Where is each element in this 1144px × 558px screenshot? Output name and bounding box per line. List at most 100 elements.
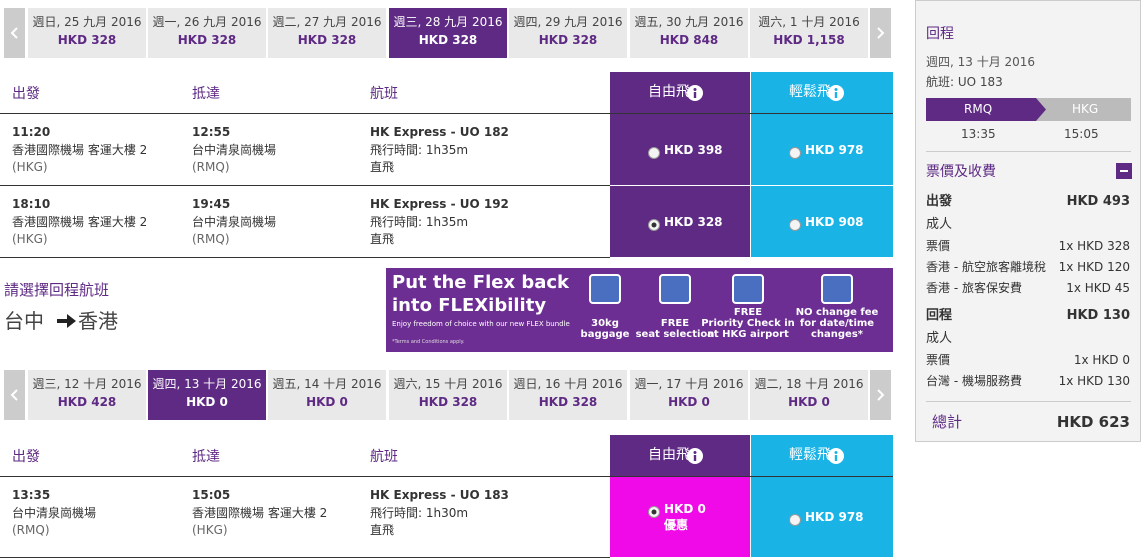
date-price: HKD 328 xyxy=(418,33,478,47)
depart-code: (HKG) xyxy=(12,232,48,246)
date-tab[interactable]: 週六, 15 十月 2016 HKD 328 xyxy=(389,370,507,420)
date-price: HKD 0 xyxy=(306,395,348,409)
route-origin: 台中 xyxy=(4,309,44,333)
flight-number: HK Express - UO 183 xyxy=(370,488,509,502)
flight-duration: 飛行時間: 1h35m xyxy=(370,215,469,229)
nav-arrow[interactable] xyxy=(870,8,891,58)
divider xyxy=(926,401,1131,402)
promo-banner[interactable]: Put the Flex back into FLEXibility Enjoy f… xyxy=(386,268,893,352)
nav-arrow[interactable] xyxy=(4,8,25,58)
route-origin-code: RMQ xyxy=(964,102,993,116)
date-tab[interactable]: 週五, 30 九月 2016 HKD 848 xyxy=(630,8,748,58)
date-tab[interactable]: 週三, 28 九月 2016 HKD 328 xyxy=(389,8,507,58)
total-label: 總計 xyxy=(932,413,963,431)
section-total: HKD 493 xyxy=(1066,194,1130,209)
depart-airport: 香港國際機場 客運大樓 2 xyxy=(12,215,148,229)
date-tab[interactable]: 週五, 14 十月 2016 HKD 0 xyxy=(268,370,386,420)
date-price: HKD 428 xyxy=(57,395,117,409)
chevron xyxy=(877,27,885,39)
banner-terms: *Terms and Conditions apply. xyxy=(392,339,465,345)
date-label: 週六, 1 十月 2016 xyxy=(758,15,860,29)
radio[interactable] xyxy=(648,216,660,231)
fare-cell[interactable]: HKD 908 xyxy=(751,186,893,257)
date-price: HKD 328 xyxy=(538,33,598,47)
fare-cell[interactable]: HKD 398 xyxy=(610,114,750,185)
radio[interactable] xyxy=(648,144,660,159)
date-label: 週五, 30 九月 2016 xyxy=(634,15,744,29)
fee-label: 香港 - 旅客保安費 xyxy=(926,281,1022,295)
column-header: 抵達 xyxy=(192,449,220,465)
route-destination: 香港 xyxy=(78,309,118,333)
fees-title: 票價及收費 xyxy=(926,164,996,180)
radio[interactable] xyxy=(789,144,801,159)
info-glyph xyxy=(687,85,703,101)
column-header: 出發 xyxy=(12,449,40,465)
info-glyph xyxy=(828,85,844,101)
nav-arrow[interactable] xyxy=(4,370,25,420)
date-tab[interactable]: 週三, 12 十月 2016 HKD 428 xyxy=(28,370,146,420)
date-tab[interactable]: 週日, 25 九月 2016 HKD 328 xyxy=(28,8,146,58)
fare-cell[interactable]: HKD 328 xyxy=(610,186,750,257)
radio-icon xyxy=(789,146,801,159)
date-tab[interactable]: 週六, 1 十月 2016 HKD 1,158 xyxy=(750,8,868,58)
column-header: 出發 xyxy=(12,86,40,102)
column-header: 抵達 xyxy=(192,86,220,102)
fare-header: 輕鬆飛 xyxy=(751,72,893,113)
fare-cell[interactable]: HKD 978 xyxy=(751,477,893,557)
date-tab[interactable]: 週二, 18 十月 2016 HKD 0 xyxy=(750,370,868,420)
divider xyxy=(0,113,893,114)
date-label: 週二, 18 十月 2016 xyxy=(754,377,864,391)
date-tab[interactable]: 週一, 17 十月 2016 HKD 0 xyxy=(630,370,748,420)
date-tab[interactable]: 週四, 13 十月 2016 HKD 0 xyxy=(148,370,266,420)
row-divider xyxy=(0,185,610,186)
route-bar xyxy=(926,98,1131,121)
info-glyph xyxy=(828,448,844,464)
route-shape xyxy=(926,98,1131,121)
fare-price: HKD 978 xyxy=(805,510,864,524)
row-divider xyxy=(0,257,610,258)
date-tab[interactable]: 週日, 16 十月 2016 HKD 328 xyxy=(509,370,627,420)
passenger: 成人 xyxy=(926,331,953,346)
radio[interactable] xyxy=(789,511,801,526)
date-tab[interactable]: 週二, 27 九月 2016 HKD 328 xyxy=(268,8,386,58)
flight-duration: 飛行時間: 1h30m xyxy=(370,506,469,520)
date-label: 週三, 12 十月 2016 xyxy=(32,377,142,391)
fare-price: HKD 328 xyxy=(664,214,723,229)
arrive-code: (HKG) xyxy=(192,523,228,537)
nav-arrow[interactable] xyxy=(870,370,891,420)
radio[interactable] xyxy=(789,216,801,231)
date-label: 週一, 17 十月 2016 xyxy=(634,377,744,391)
date-tab[interactable]: 週四, 29 九月 2016 HKD 328 xyxy=(509,8,627,58)
depart-code: (HKG) xyxy=(12,160,48,174)
fare-header-label: 自由飛 xyxy=(648,447,690,463)
date-price: HKD 0 xyxy=(668,395,710,409)
feature-text: FREE xyxy=(660,318,690,329)
divider xyxy=(0,476,893,477)
fare-header: 輕鬆飛 xyxy=(751,435,893,476)
fare-cell[interactable]: HKD 978 xyxy=(751,114,893,185)
arrive-time: 15:05 xyxy=(192,488,231,502)
date-tab[interactable]: 週一, 26 九月 2016 HKD 328 xyxy=(148,8,266,58)
date-label: 週日, 25 九月 2016 xyxy=(32,15,142,29)
radio-icon xyxy=(648,146,660,159)
date-label: 週二, 27 九月 2016 xyxy=(272,15,382,29)
feature-text: at HKG airport xyxy=(707,329,789,340)
fare-header-label: 輕鬆飛 xyxy=(789,447,831,463)
date-price: HKD 328 xyxy=(538,395,598,409)
section-name: 回程 xyxy=(926,308,953,323)
feature-text: baggage xyxy=(580,329,630,340)
fare-price: HKD 0 xyxy=(664,502,706,516)
fare-cell[interactable]: HKD 0 優惠 xyxy=(610,477,750,557)
feature-text: 30kg xyxy=(591,318,619,329)
arrive-code: (RMQ) xyxy=(192,160,230,174)
feature-icon xyxy=(589,274,621,304)
date-price: HKD 0 xyxy=(788,395,830,409)
date-label: 週日, 16 十月 2016 xyxy=(513,377,623,391)
info-icon xyxy=(828,448,844,464)
radio[interactable] xyxy=(648,503,660,518)
date-price: HKD 328 xyxy=(297,33,357,47)
summary-flight: 航班: UO 183 xyxy=(926,75,1003,89)
chevron xyxy=(10,389,18,401)
chevron xyxy=(10,27,18,39)
